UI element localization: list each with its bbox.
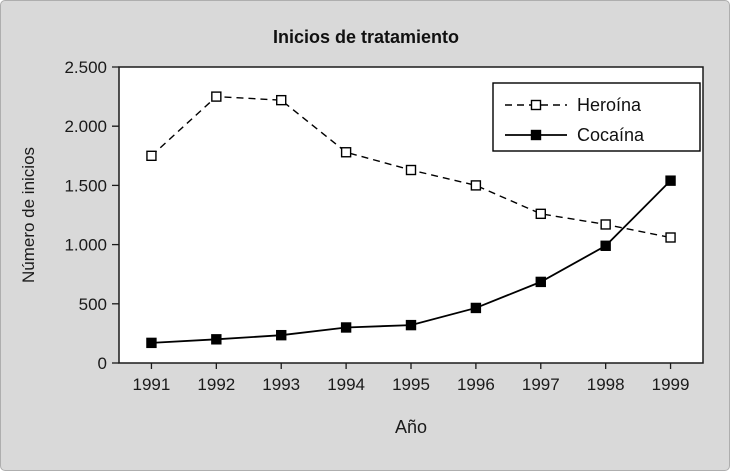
y-tick-label: 2.000 <box>64 117 107 136</box>
y-tick-label: 1.000 <box>64 236 107 255</box>
series-marker-cocaina <box>340 322 352 333</box>
series-marker-cocaina <box>600 240 611 251</box>
series-marker-cocaina <box>146 337 157 349</box>
y-tick-label: 0 <box>98 354 107 373</box>
legend-label-cocaina: Cocaína <box>577 125 645 145</box>
series-marker-heroina <box>665 232 676 243</box>
series-marker-cocaina <box>665 175 676 186</box>
series-marker-cocaina <box>405 319 417 331</box>
series-marker-heroina <box>340 147 352 158</box>
series-marker-cocaina <box>535 276 546 288</box>
series-marker-heroina <box>211 91 222 102</box>
y-tick-label: 1.500 <box>64 176 107 195</box>
y-tick-label: 500 <box>79 295 107 314</box>
legend-marker-heroina <box>530 99 542 111</box>
x-tick-label: 1998 <box>587 375 625 394</box>
x-tick-label: 1991 <box>133 375 171 394</box>
x-tick-label: 1996 <box>457 375 495 394</box>
series-marker-cocaina <box>276 329 287 341</box>
legend-marker-cocaina <box>530 129 542 141</box>
series-marker-heroina <box>405 164 417 176</box>
series-marker-heroina <box>146 150 157 162</box>
x-tick-label: 1993 <box>262 375 300 394</box>
chart-title: Inicios de tratamiento <box>272 27 460 47</box>
series-marker-heroina <box>535 208 546 220</box>
plot-border <box>118 66 704 364</box>
series-marker-heroina <box>276 94 287 106</box>
series-marker-heroina <box>470 180 482 191</box>
x-tick-label: 1992 <box>197 375 235 394</box>
series-marker-cocaina <box>470 302 482 314</box>
x-tick-label: 1997 <box>522 375 560 394</box>
y-tick-label: 2.500 <box>64 58 107 77</box>
legend-label-heroina: Heroína <box>577 95 642 115</box>
series-marker-heroina <box>600 219 611 230</box>
legend-box <box>492 82 701 152</box>
x-axis-title: Año <box>394 417 428 437</box>
x-tick-label: 1995 <box>392 375 430 394</box>
x-tick-label: 1994 <box>327 375 365 394</box>
series-marker-cocaina <box>211 334 222 345</box>
x-tick-label: 1999 <box>652 375 690 394</box>
